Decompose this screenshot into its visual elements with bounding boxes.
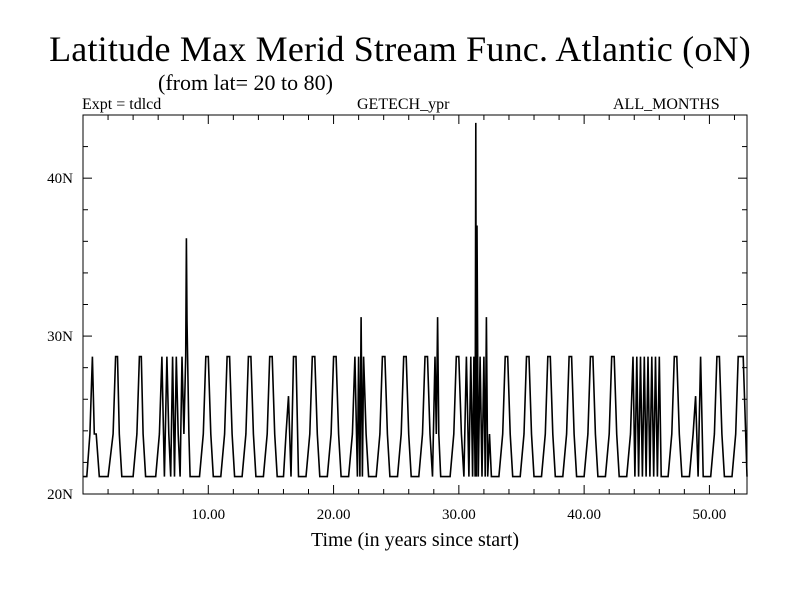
x-tick-label: 30.00 <box>442 507 476 523</box>
y-tick-label: 40N <box>47 171 73 187</box>
series-line <box>83 122 748 478</box>
y-tick-label: 20N <box>47 487 73 503</box>
plot-area: 10.00 20.00 30.00 40.00 50.00 20N 30N 40N <box>47 114 748 523</box>
chart-title: Latitude Max Merid Stream Func. Atlantic… <box>49 29 751 69</box>
dataset-label: GETECH_ypr <box>357 96 450 113</box>
x-axis-label: Time (in years since start) <box>311 529 519 551</box>
months-label: ALL_MONTHS <box>613 96 720 113</box>
x-tick-label: 10.00 <box>191 507 225 523</box>
experiment-label: Expt = tdlcd <box>82 96 162 113</box>
chart-subtitle: (from lat= 20 to 80) <box>158 70 333 95</box>
y-tick-label: 30N <box>47 329 73 345</box>
x-tick-label: 40.00 <box>567 507 601 523</box>
x-tick-label: 50.00 <box>693 507 727 523</box>
x-tick-label: 20.00 <box>317 507 351 523</box>
